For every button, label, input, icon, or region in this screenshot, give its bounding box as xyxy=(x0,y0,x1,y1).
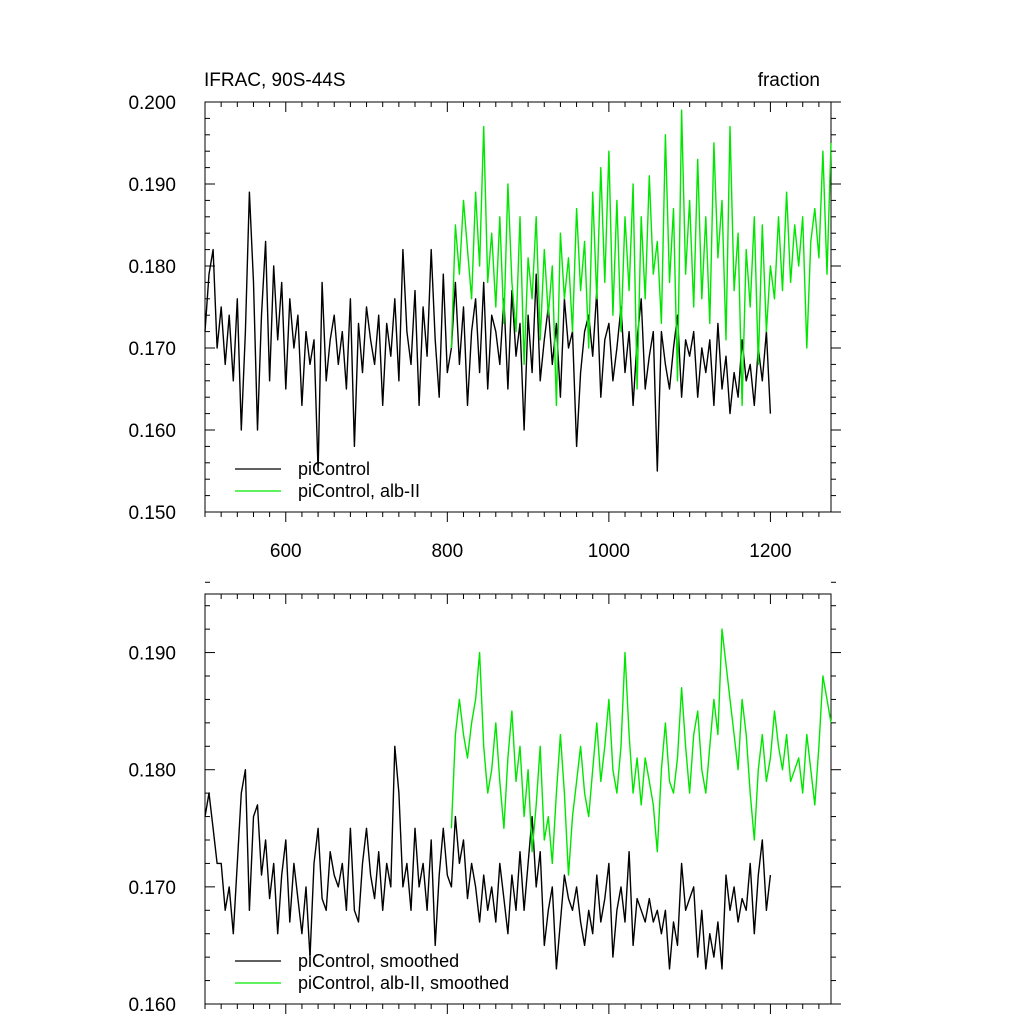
y-tick-label: 0.150 xyxy=(128,503,176,524)
top-x-tick-labels: 600 800 1000 1200 xyxy=(270,541,792,562)
x-tick-label: 600 xyxy=(270,541,302,562)
y-tick-label: 0.170 xyxy=(128,878,176,899)
bottom-y-tick-labels: 0.160 0.170 0.180 0.190 xyxy=(128,644,176,1016)
bottom-legend: piControl, smoothed piControl, alb-II, s… xyxy=(235,951,509,993)
legend-label-picontrol-smoothed: piControl, smoothed xyxy=(298,951,459,971)
y-tick-label: 0.160 xyxy=(128,421,176,442)
bottom-series-picontrol-alb-ii-line xyxy=(450,628,832,876)
top-panel: IFRAC, 90S-44S fraction 0.1500.1600.1700… xyxy=(128,70,841,562)
y-tick-label: 0.180 xyxy=(128,761,176,782)
x-tick-label: 1200 xyxy=(749,541,791,562)
bottom-series-group xyxy=(204,628,832,970)
top-series-group xyxy=(204,109,832,472)
x-tick-label: 1000 xyxy=(588,541,630,562)
y-tick-label: 0.180 xyxy=(128,257,176,278)
legend-label-picontrol: piControl xyxy=(298,459,370,479)
top-legend: piControl piControl, alb-II xyxy=(235,459,420,501)
top-series-picontrol-alb-ii-line xyxy=(450,109,832,407)
units-label: fraction xyxy=(758,70,820,91)
y-tick-label: 0.200 xyxy=(128,93,176,114)
bottom-series-picontrol-line xyxy=(204,745,772,970)
y-tick-label: 0.190 xyxy=(128,644,176,665)
top-plot-frame xyxy=(204,101,832,513)
x-tick-label: 800 xyxy=(431,541,463,562)
legend-label-alb-ii-smoothed: piControl, alb-II, smoothed xyxy=(298,973,509,993)
bottom-axis-ticks xyxy=(204,581,841,1014)
y-tick-label: 0.170 xyxy=(128,339,176,360)
chart-title: IFRAC, 90S-44S xyxy=(204,70,346,91)
top-axis-ticks xyxy=(204,101,841,522)
y-tick-label: 0.190 xyxy=(128,175,176,196)
top-series-picontrol-line xyxy=(204,191,772,472)
bottom-panel: 0.160 0.170 0.180 0.190 piControl, smoothed… xyxy=(128,581,841,1016)
top-y-tick-labels: 0.150 0.160 0.170 0.180 0.190 0.200 xyxy=(128,93,176,524)
bottom-plot-frame xyxy=(204,593,832,1005)
legend-label-alb-ii: piControl, alb-II xyxy=(298,481,420,501)
y-tick-label: 0.160 xyxy=(128,995,176,1016)
